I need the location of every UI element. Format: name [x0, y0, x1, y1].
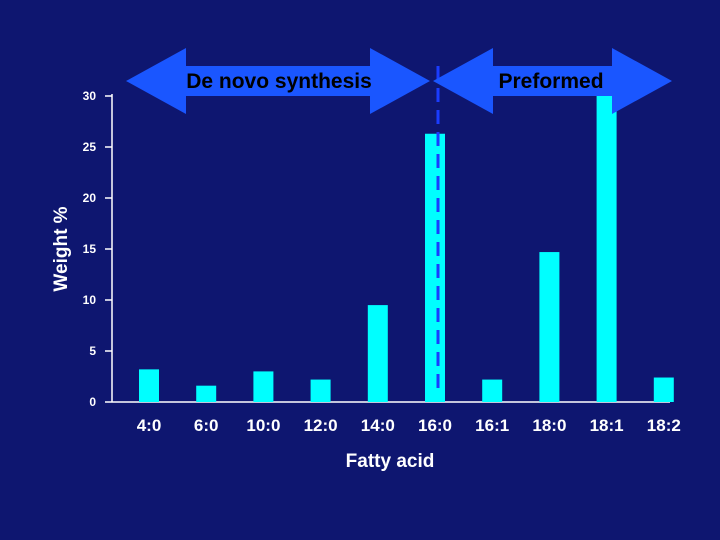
x-tick-label: 14:0	[361, 416, 395, 435]
bar	[425, 133, 445, 403]
bar	[367, 305, 388, 402]
bar	[596, 96, 617, 402]
bar	[310, 379, 331, 402]
annotation-label: De novo synthesis	[186, 70, 372, 93]
y-tick-label: 10	[83, 293, 97, 307]
y-ticks: 0 5 10 15 20 25 30	[83, 89, 112, 409]
bars	[139, 96, 674, 403]
y-tick-label: 15	[83, 242, 97, 256]
x-tick-labels: 4:0 6:0 10:0 12:0 14:0 16:0 16:1 18:0 18:1 18:2	[137, 416, 681, 435]
x-tick-label: 18:1	[590, 416, 624, 435]
axes	[111, 94, 670, 403]
double-arrow	[126, 48, 430, 114]
y-tick-label: 20	[83, 191, 97, 205]
bar	[482, 379, 503, 402]
double-arrow	[433, 48, 672, 114]
bar	[539, 252, 560, 402]
y-tick-label: 30	[83, 89, 97, 103]
x-tick-label: 18:2	[647, 416, 681, 435]
bar	[196, 385, 217, 402]
annotation-label: Preformed	[498, 70, 603, 93]
x-tick-label: 4:0	[137, 416, 162, 435]
x-tick-label: 12:0	[304, 416, 338, 435]
bar	[653, 377, 674, 402]
y-axis-title: Weight %	[51, 206, 72, 291]
bar	[139, 369, 159, 402]
x-tick-label: 16:1	[475, 416, 509, 435]
y-tick-label: 25	[83, 140, 97, 154]
bar	[253, 371, 274, 402]
x-tick-label: 10:0	[246, 416, 280, 435]
y-tick-label: 5	[89, 344, 96, 358]
annotation-arrows: De novo synthesis Preformed	[126, 48, 672, 114]
x-tick-label: 16:0	[418, 416, 452, 435]
x-tick-label: 18:0	[532, 416, 566, 435]
y-tick-label: 0	[89, 395, 96, 409]
x-tick-label: 6:0	[194, 416, 219, 435]
x-axis-title: Fatty acid	[346, 451, 435, 472]
